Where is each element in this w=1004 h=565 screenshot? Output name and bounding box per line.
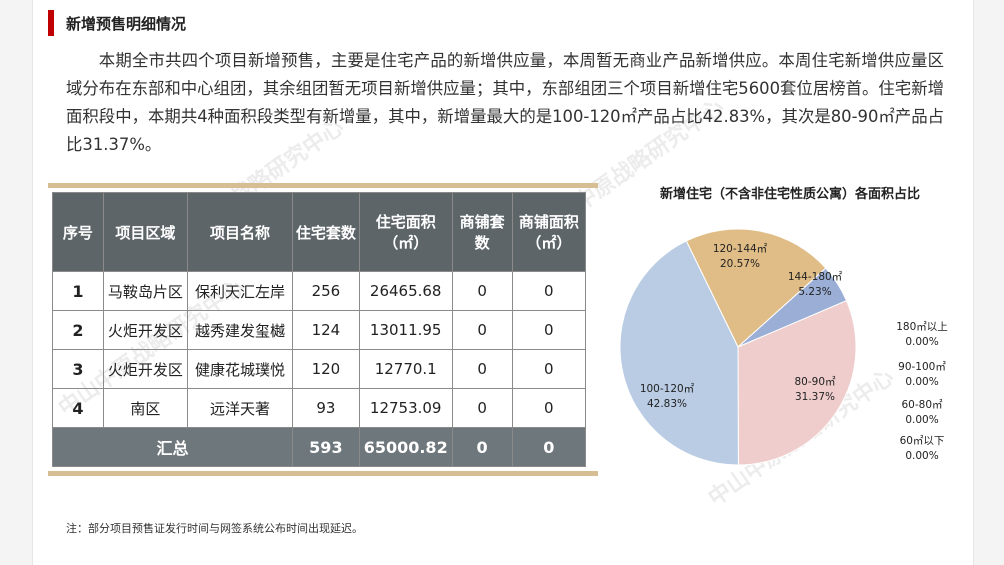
cell: 120	[291, 349, 360, 389]
cell: 4	[52, 388, 104, 428]
table-row: 1 马鞍岛片区 保利天汇左岸 256 26465.68 0 0	[52, 271, 587, 311]
total-cell: 汇总	[52, 427, 293, 467]
slice-value-label: 31.37%	[795, 391, 835, 403]
cell: 0	[511, 271, 587, 311]
cell: 0	[451, 271, 513, 311]
cell: 保利天汇左岸	[187, 271, 293, 311]
section-title: 新增预售明细情况	[66, 15, 187, 33]
total-cell: 65000.82	[358, 427, 453, 467]
pie-slice	[619, 240, 739, 466]
total-row: 汇总 593 65000.82 0 0	[52, 427, 587, 467]
pie-slice	[685, 228, 827, 348]
slice-label: 100-120㎡	[640, 383, 695, 395]
slice-value-label: 0.00%	[905, 414, 938, 426]
header-cell: 商铺套数	[451, 192, 513, 272]
header-cell: 项目名称	[187, 192, 293, 272]
paragraph: 本期全市共四个项目新增预售，主要是住宅产品的新增供应量，本周暂无商业产品新增供应…	[66, 51, 944, 154]
slice-value-label: 42.83%	[647, 398, 687, 410]
cell: 124	[291, 310, 360, 350]
slice-value-label: 0.00%	[905, 376, 938, 388]
cell: 健康花城璞悦	[187, 349, 293, 389]
cell: 火炬开发区	[102, 310, 189, 350]
pie-chart: 新增住宅（不含非住宅性质公寓）各面积占比 120-144㎡ 20.57% 144-1…	[619, 186, 948, 466]
cell: 0	[451, 388, 513, 428]
header-cell: 住宅套数	[291, 192, 360, 272]
cell: 火炬开发区	[102, 349, 189, 389]
header-cell: 住宅面积（㎡）	[358, 192, 453, 272]
cell: 0	[511, 310, 587, 350]
cell: 256	[291, 271, 360, 311]
cell: 1	[52, 271, 104, 311]
total-cell: 0	[451, 427, 513, 467]
cell: 0	[511, 388, 587, 428]
header-cell: 项目区域	[102, 192, 189, 272]
header-cell: 序号	[52, 192, 104, 272]
note: 注：部分项目预售证发行时间与网签系统公布时间出现延迟。	[66, 522, 363, 535]
chart-title: 新增住宅（不含非住宅性质公寓）各面积占比	[660, 186, 920, 202]
cell: 0	[511, 349, 587, 389]
cell: 南区	[102, 388, 189, 428]
table: 序号 项目区域 项目名称 住宅套数 住宅面积（㎡） 商铺套数 商铺面积（㎡） 1 马鞍岛片区 保利…	[52, 192, 587, 467]
pie-slice	[737, 300, 857, 466]
cell: 26465.68	[358, 271, 453, 311]
slice-label: 120-144㎡	[713, 243, 768, 255]
cell: 3	[52, 349, 104, 389]
slice-value-label: 0.00%	[905, 450, 938, 462]
slice-label: 80-90㎡	[794, 376, 836, 388]
slice-label: 180㎡以上	[896, 321, 948, 333]
cell: 12770.1	[358, 349, 453, 389]
cell: 13011.95	[358, 310, 453, 350]
cell: 12753.09	[358, 388, 453, 428]
table-frame: 序号 项目区域 项目名称 住宅套数 住宅面积（㎡） 商铺套数 商铺面积（㎡） 1 马鞍岛片区 保利…	[48, 183, 598, 476]
cell: 2	[52, 310, 104, 350]
slice-label: 60㎡以下	[900, 435, 945, 447]
slice-value-label: 20.57%	[720, 258, 760, 270]
slice-label: 144-180㎡	[788, 271, 843, 283]
slice-label: 60-80㎡	[901, 399, 943, 411]
cell: 0	[451, 310, 513, 350]
title-bar	[48, 10, 54, 36]
slice-value-label: 5.23%	[798, 286, 831, 298]
table-row: 3 火炬开发区 健康花城璞悦 120 12770.1 0 0	[52, 349, 587, 389]
table-row: 4 南区 远洋天著 93 12753.09 0 0	[52, 388, 587, 428]
cell: 93	[291, 388, 360, 428]
header-cell: 商铺面积（㎡）	[511, 192, 587, 272]
cell: 0	[451, 349, 513, 389]
slice-label: 90-100㎡	[898, 361, 946, 373]
total-cell: 593	[291, 427, 360, 467]
table-row: 2 火炬开发区 越秀建发玺樾 124 13011.95 0 0	[52, 310, 587, 350]
cell: 远洋天著	[187, 388, 293, 428]
slice-value-label: 0.00%	[905, 336, 938, 348]
cell: 越秀建发玺樾	[187, 310, 293, 350]
cell: 马鞍岛片区	[102, 271, 189, 311]
total-cell: 0	[511, 427, 587, 467]
